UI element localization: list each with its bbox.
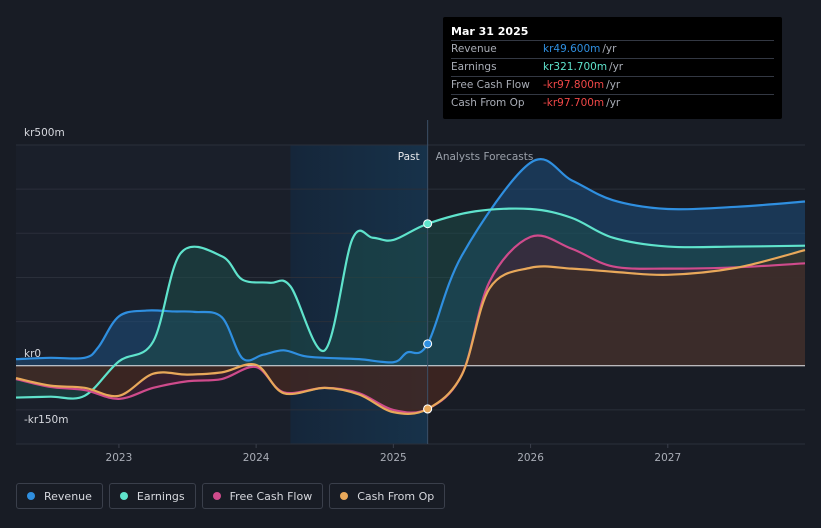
legend-dot-icon	[119, 492, 128, 500]
chart-legend: Revenue Earnings Free Cash Flow Cash Fro…	[16, 483, 446, 509]
tooltip-unit: /yr	[606, 79, 621, 91]
marker-earnings	[423, 219, 433, 229]
tooltip-row-cash-from-op: Cash From Op -kr97.700m /yr	[451, 94, 774, 112]
tooltip-value: -kr97.700m	[543, 97, 605, 109]
forecast-label: Analysts Forecasts	[436, 151, 534, 163]
tooltip-panel: Mar 31 2025 Revenue kr49.600m /yr Earnin…	[443, 17, 782, 119]
legend-item-cash-from-op[interactable]: Cash From Op	[329, 483, 446, 509]
x-tick-label: 2027	[654, 452, 681, 464]
tooltip-unit: /yr	[609, 61, 624, 73]
legend-dot-icon	[340, 492, 349, 500]
legend-dot-icon	[27, 492, 35, 500]
x-tick-label: 2024	[243, 452, 270, 464]
legend-label: Revenue	[44, 489, 92, 503]
past-label: Past	[398, 151, 420, 163]
line-free-cash-flow	[15, 234, 806, 414]
x-tick-label: 2026	[517, 452, 544, 464]
x-tick-label: 2025	[380, 452, 407, 464]
legend-label: Cash From Op	[357, 489, 435, 503]
tooltip-label: Revenue	[451, 43, 497, 55]
y-tick-label: kr0	[24, 348, 41, 360]
marker-revenue	[423, 339, 433, 349]
tooltip-label: Free Cash Flow	[451, 79, 530, 91]
tooltip-row-revenue: Revenue kr49.600m /yr	[451, 40, 774, 58]
y-tick-label: kr500m	[24, 127, 65, 139]
tooltip-row-free-cash-flow: Free Cash Flow -kr97.800m /yr	[451, 76, 774, 94]
legend-item-revenue[interactable]: Revenue	[16, 483, 103, 509]
tooltip-label: Earnings	[451, 61, 497, 73]
tooltip-value: kr321.700m	[543, 61, 608, 73]
tooltip-row-earnings: Earnings kr321.700m /yr	[451, 58, 774, 76]
tooltip-label: Cash From Op	[451, 97, 525, 109]
marker-cash-from-op	[423, 404, 433, 414]
tooltip-value: -kr97.800m	[543, 79, 605, 91]
legend-label: Free Cash Flow	[229, 489, 313, 503]
tooltip-unit: /yr	[602, 43, 617, 55]
legend-item-earnings[interactable]: Earnings	[108, 483, 196, 509]
y-tick-label: -kr150m	[24, 414, 68, 426]
x-tick-label: 2023	[106, 452, 133, 464]
legend-label: Earnings	[136, 489, 185, 503]
line-cash-from-op	[15, 249, 806, 415]
legend-item-free-cash-flow[interactable]: Free Cash Flow	[201, 483, 324, 509]
tooltip-unit: /yr	[606, 97, 621, 109]
tooltip-date: Mar 31 2025	[451, 25, 529, 38]
line-earnings	[15, 207, 806, 400]
legend-dot-icon	[212, 492, 221, 500]
line-revenue	[15, 158, 806, 364]
tooltip-value: kr49.600m	[543, 43, 601, 55]
